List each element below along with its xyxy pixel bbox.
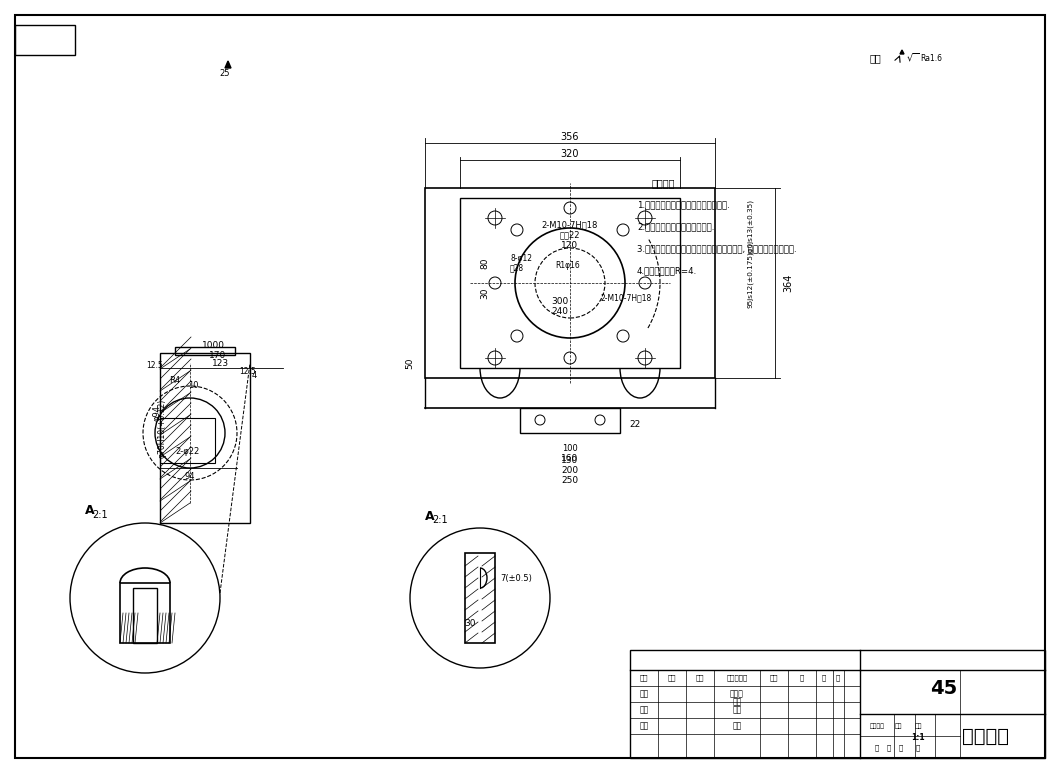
Text: 1000: 1000 xyxy=(201,340,225,349)
Text: 标记: 标记 xyxy=(640,675,648,681)
Text: 12.5: 12.5 xyxy=(239,366,256,376)
Bar xyxy=(520,408,620,433)
Text: 364: 364 xyxy=(783,274,793,292)
Text: 10: 10 xyxy=(187,380,198,390)
Text: 年: 年 xyxy=(800,675,804,681)
Text: 审核: 审核 xyxy=(640,706,648,714)
Text: 123: 123 xyxy=(213,359,230,367)
Text: 技术要求: 技术要求 xyxy=(652,178,676,188)
Text: 1:1: 1:1 xyxy=(911,734,925,743)
Text: φ70H10(+0.12): φ70H10(+0.12) xyxy=(158,398,167,458)
Text: 重量: 重量 xyxy=(894,724,902,729)
Text: 250: 250 xyxy=(561,475,578,485)
Text: 25: 25 xyxy=(220,69,230,77)
Text: 160: 160 xyxy=(561,454,578,462)
Text: 日: 日 xyxy=(836,675,840,681)
Text: 120: 120 xyxy=(561,240,578,250)
Text: 比例: 比例 xyxy=(914,724,921,729)
Text: 300: 300 xyxy=(552,297,569,305)
Polygon shape xyxy=(900,50,904,54)
Text: R1φ16: R1φ16 xyxy=(555,261,579,270)
Text: 深28: 深28 xyxy=(510,264,524,273)
Bar xyxy=(160,353,250,523)
Text: 张: 张 xyxy=(886,744,891,751)
Bar xyxy=(15,25,75,55)
Polygon shape xyxy=(225,61,231,68)
Text: 8-φ12: 8-φ12 xyxy=(510,254,532,263)
Text: 7(±0.5): 7(±0.5) xyxy=(500,574,532,583)
Bar xyxy=(460,198,680,368)
Text: 130: 130 xyxy=(561,455,578,465)
Text: 50: 50 xyxy=(406,357,414,369)
Text: 更改文件号: 更改文件号 xyxy=(726,675,748,681)
Text: 工艺: 工艺 xyxy=(640,721,648,730)
Text: 签名: 签名 xyxy=(770,675,778,681)
Text: 孔深22: 孔深22 xyxy=(560,230,580,240)
Bar xyxy=(120,583,170,643)
Text: Ra1.6: Ra1.6 xyxy=(920,53,943,63)
Bar xyxy=(425,188,715,378)
Bar xyxy=(160,418,215,463)
Text: 80: 80 xyxy=(481,257,489,269)
Text: 2-M10-7H深18: 2-M10-7H深18 xyxy=(600,294,651,302)
Text: 45: 45 xyxy=(931,679,957,697)
Text: 170: 170 xyxy=(210,350,227,359)
Text: 共: 共 xyxy=(875,744,879,751)
Text: 学号: 学号 xyxy=(733,706,741,714)
Text: 2:1: 2:1 xyxy=(432,515,448,525)
Text: 2-φ22: 2-φ22 xyxy=(176,447,200,455)
Text: 2:1: 2:1 xyxy=(92,510,108,520)
Text: 356: 356 xyxy=(561,132,579,142)
Text: 批准: 批准 xyxy=(733,721,741,730)
Text: 分区: 分区 xyxy=(696,675,704,681)
Text: A: A xyxy=(85,505,95,517)
Text: 端部机架: 端部机架 xyxy=(962,727,1008,745)
Text: 2-M10-7H深18: 2-M10-7H深18 xyxy=(542,220,598,230)
Bar xyxy=(465,553,495,643)
Text: 320: 320 xyxy=(561,149,579,159)
Text: 12.5: 12.5 xyxy=(146,360,163,369)
Text: 100: 100 xyxy=(562,444,578,452)
Text: 1.铸件的非加工面不允许有砂眼和缩孔.: 1.铸件的非加工面不允许有砂眼和缩孔. xyxy=(638,200,730,209)
Bar xyxy=(133,588,157,643)
Text: 郑雨伍: 郑雨伍 xyxy=(730,690,743,699)
Text: 30: 30 xyxy=(464,618,475,628)
Text: 240: 240 xyxy=(552,307,569,315)
Text: 第: 第 xyxy=(899,744,903,751)
Text: A: A xyxy=(425,509,435,523)
Text: 设计: 设计 xyxy=(640,690,648,699)
Bar xyxy=(175,347,235,355)
Text: 其余: 其余 xyxy=(870,53,882,63)
Text: 规模: 规模 xyxy=(733,697,741,707)
Bar xyxy=(630,650,1045,758)
Text: $\sqrt{\ }$: $\sqrt{\ }$ xyxy=(907,52,920,64)
Text: 2.孔的附近不允许有砂眼和缩孔.: 2.孔的附近不允许有砂眼和缩孔. xyxy=(638,223,715,231)
Text: 4: 4 xyxy=(251,370,256,380)
Text: 月: 月 xyxy=(822,675,826,681)
Text: φ94: φ94 xyxy=(152,405,161,421)
Text: 95js12(±0.175)φ0js13(±0.35): 95js12(±0.175)φ0js13(±0.35) xyxy=(747,199,753,308)
Text: 30: 30 xyxy=(481,288,489,298)
Text: 200: 200 xyxy=(561,465,578,475)
Text: R4: R4 xyxy=(169,376,181,384)
Text: 4.其余铸造圆角R=4.: 4.其余铸造圆角R=4. xyxy=(638,267,697,275)
Text: 阶段标记: 阶段标记 xyxy=(869,724,884,729)
Text: 22: 22 xyxy=(629,420,641,428)
Text: 处数: 处数 xyxy=(668,675,677,681)
Text: 张: 张 xyxy=(916,744,920,751)
Text: 3.加工面允许有不多于四处的小面积铸造缺陷, 但要焊补后方可使用.: 3.加工面允许有不多于四处的小面积铸造缺陷, 但要焊补后方可使用. xyxy=(638,244,796,254)
Text: 94: 94 xyxy=(184,472,195,481)
